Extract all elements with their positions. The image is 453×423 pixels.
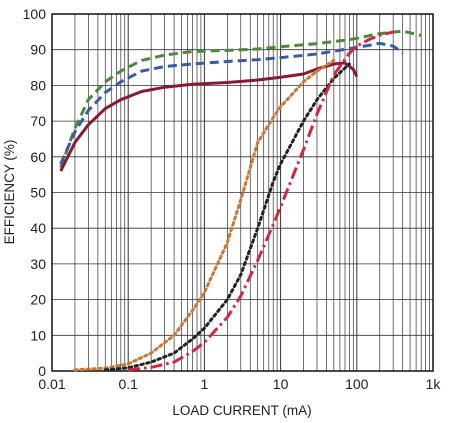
x-axis-title: LOAD CURRENT (mA) (172, 403, 311, 418)
x-tick-label: 1 (201, 376, 209, 392)
series-line-1 (59, 29, 422, 169)
plot-frame (51, 13, 434, 372)
y-tick-label: 70 (30, 113, 46, 129)
y-tick-label: 30 (30, 256, 46, 272)
series-line-5 (103, 62, 351, 372)
y-tick-label: 0 (38, 363, 46, 379)
y-tick-label: 60 (30, 149, 46, 165)
y-tick-label: 20 (30, 292, 46, 308)
series-line-6 (128, 30, 394, 372)
y-tick-label: 90 (30, 42, 46, 58)
y-tick-label: 50 (30, 185, 46, 201)
y-tick-label: 10 (30, 327, 46, 343)
y-axis-title: EFFICIENCY (%) (2, 140, 17, 245)
y-tick-label: 100 (23, 6, 47, 22)
x-tick-label: 0.01 (38, 376, 65, 392)
x-tick-label: 100 (345, 376, 369, 392)
series-layer (59, 29, 422, 372)
series-line-4 (73, 58, 336, 372)
series-line-3 (59, 61, 359, 172)
x-tick-label: 0.1 (118, 376, 138, 392)
x-tick-label: 1k (426, 376, 442, 392)
x-tick-label: 10 (273, 376, 289, 392)
y-tick-label: 40 (30, 220, 46, 236)
series-line-2 (59, 41, 404, 165)
y-tick-labels: 0 10 20 30 40 50 60 70 80 90 100 (23, 6, 47, 379)
x-tick-labels: 0.01 0.1 1 10 100 1k (38, 376, 441, 392)
y-tick-label: 80 (30, 77, 46, 93)
